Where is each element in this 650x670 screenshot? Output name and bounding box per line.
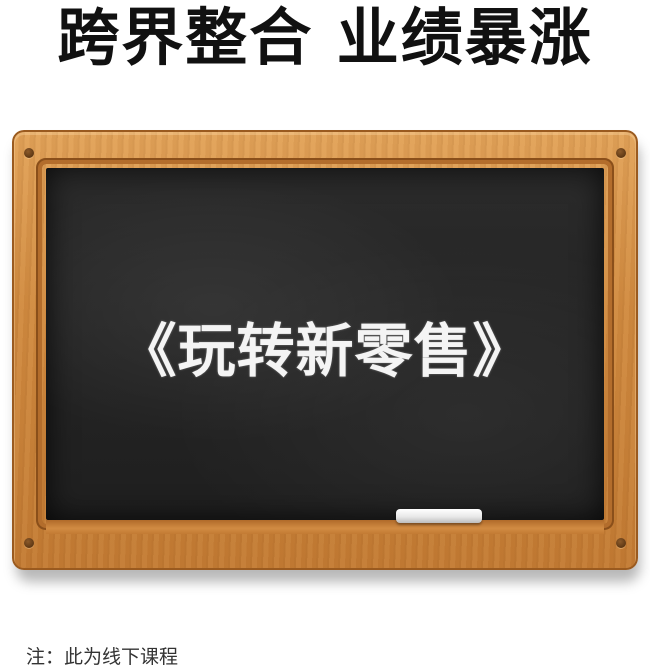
- chalk-ledge: [46, 520, 604, 534]
- screw-icon: [24, 148, 34, 158]
- headline: 跨界整合 业绩暴涨: [57, 1, 593, 74]
- screw-icon: [24, 538, 34, 548]
- screw-icon: [616, 538, 626, 548]
- course-note: 注：此为线下课程: [26, 646, 179, 668]
- chalkboard: 《玩转新零售》: [46, 168, 604, 520]
- chalk-stick-icon: [396, 509, 482, 523]
- chalkboard-title: 《玩转新零售》: [118, 317, 532, 385]
- screw-icon: [616, 148, 626, 158]
